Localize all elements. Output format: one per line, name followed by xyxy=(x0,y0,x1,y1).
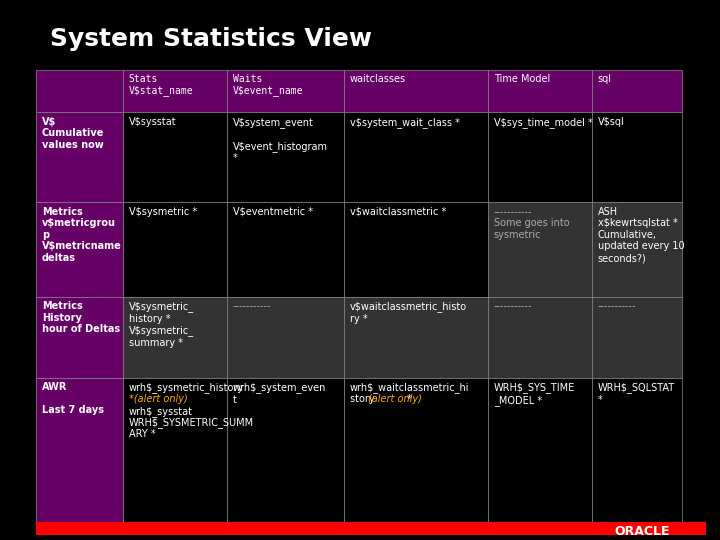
Text: -----------: ----------- xyxy=(598,301,636,311)
Bar xyxy=(344,378,488,522)
Bar xyxy=(344,297,488,378)
Text: -----------: ----------- xyxy=(494,301,532,311)
Bar xyxy=(36,202,123,297)
Text: -----------: ----------- xyxy=(233,301,271,311)
Text: ARY *: ARY * xyxy=(129,429,156,439)
Text: V$eventmetric *: V$eventmetric * xyxy=(233,207,312,217)
Bar xyxy=(123,70,227,112)
Text: WRH$_SYS_TIME
_MODEL *: WRH$_SYS_TIME _MODEL * xyxy=(494,382,575,406)
Bar xyxy=(36,378,123,522)
Text: Waits
V$event_name: Waits V$event_name xyxy=(233,74,303,97)
Bar xyxy=(344,70,488,112)
Bar xyxy=(36,112,123,202)
Text: V$sysmetric *: V$sysmetric * xyxy=(129,207,197,217)
Text: -----------
Some goes into
sysmetric: ----------- Some goes into sysmetric xyxy=(494,207,570,240)
Bar xyxy=(227,112,344,202)
Text: ASH
x$kewrtsqlstat *
Cumulative,
updated every 10
seconds?): ASH x$kewrtsqlstat * Cumulative, updated… xyxy=(598,207,684,263)
Bar xyxy=(592,202,682,297)
Text: WRH$_SQLSTAT
*: WRH$_SQLSTAT * xyxy=(598,382,675,404)
Bar xyxy=(227,202,344,297)
Bar xyxy=(36,297,123,378)
Text: *(alert only): *(alert only) xyxy=(129,394,187,404)
Text: AWR

Last 7 days: AWR Last 7 days xyxy=(42,382,104,415)
Bar xyxy=(123,297,227,378)
Bar xyxy=(592,70,682,112)
Text: wrh$_sysstat: wrh$_sysstat xyxy=(129,406,193,416)
Bar xyxy=(488,70,592,112)
Bar xyxy=(488,297,592,378)
Bar xyxy=(488,112,592,202)
Bar xyxy=(344,202,488,297)
Text: Metrics
History
hour of Deltas: Metrics History hour of Deltas xyxy=(42,301,120,334)
Text: (alert only): (alert only) xyxy=(368,394,422,404)
Bar xyxy=(592,378,682,522)
Text: ORACLE: ORACLE xyxy=(614,524,670,537)
Text: wrh$_sysmetric_history: wrh$_sysmetric_history xyxy=(129,382,244,393)
Text: WRH$_SYSMETRIC_SUMM: WRH$_SYSMETRIC_SUMM xyxy=(129,417,254,428)
Text: V$sql: V$sql xyxy=(598,117,624,127)
Text: wrh$_waitclassmetric_hi: wrh$_waitclassmetric_hi xyxy=(350,382,469,393)
Text: v$system_wait_class *: v$system_wait_class * xyxy=(350,117,459,127)
Text: *: * xyxy=(404,394,412,404)
Text: v$waitclassmetric *: v$waitclassmetric * xyxy=(350,207,446,217)
Bar xyxy=(36,70,123,112)
Bar xyxy=(344,112,488,202)
Bar xyxy=(227,378,344,522)
Text: v$waitclassmetric_histo
ry *: v$waitclassmetric_histo ry * xyxy=(350,301,467,323)
Text: V$sysmetric_
history *
V$sysmetric_
summary *: V$sysmetric_ history * V$sysmetric_ summ… xyxy=(129,301,194,348)
Text: waitclasses: waitclasses xyxy=(350,74,406,84)
Text: wrh$_system_even
t: wrh$_system_even t xyxy=(233,382,326,404)
Bar xyxy=(123,202,227,297)
Text: System Statistics View: System Statistics View xyxy=(50,27,372,51)
Bar xyxy=(592,112,682,202)
Bar xyxy=(592,297,682,378)
Text: V$sys_time_model *: V$sys_time_model * xyxy=(494,117,593,127)
Bar xyxy=(488,378,592,522)
Bar xyxy=(227,70,344,112)
Bar xyxy=(36,522,706,535)
Bar xyxy=(123,112,227,202)
Text: V$system_event

V$event_histogram
*: V$system_event V$event_histogram * xyxy=(233,117,328,163)
Text: Metrics
v$metricgrou
p
V$metricname
deltas: Metrics v$metricgrou p V$metricname delt… xyxy=(42,207,122,263)
Text: Time Model: Time Model xyxy=(494,74,550,84)
Text: V$
Cumulative
values now: V$ Cumulative values now xyxy=(42,117,104,150)
Text: story: story xyxy=(350,394,377,404)
Bar xyxy=(123,378,227,522)
Bar xyxy=(227,297,344,378)
Text: Stats
V$stat_name: Stats V$stat_name xyxy=(129,74,194,97)
Text: V$sysstat: V$sysstat xyxy=(129,117,176,127)
Bar xyxy=(488,202,592,297)
Text: sql: sql xyxy=(598,74,611,84)
